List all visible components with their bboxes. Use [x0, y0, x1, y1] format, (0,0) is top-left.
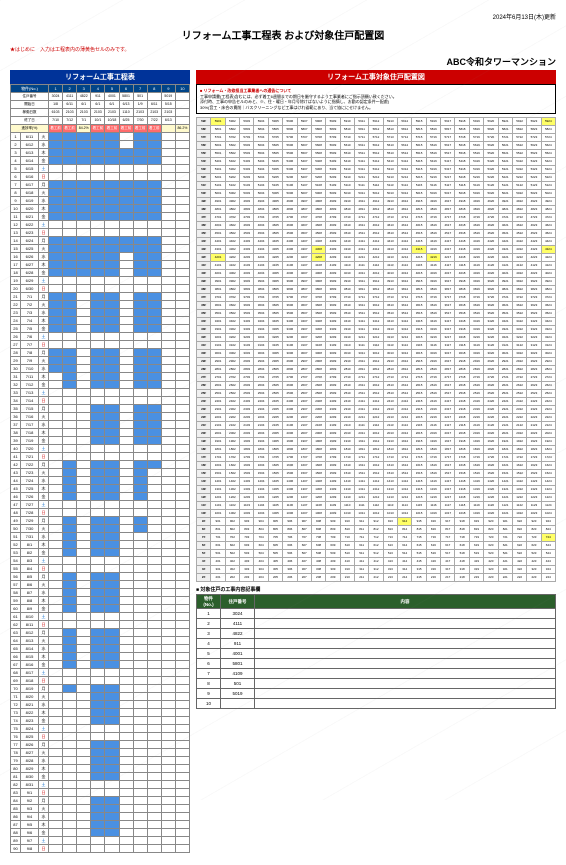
- building-name: ABC令和タワーマンション: [10, 55, 556, 68]
- input-note: ★はじめに 入力は工程表内の薄黄色セルのみです。: [10, 46, 556, 53]
- schedule-header: リフォーム工事工程表: [10, 70, 190, 84]
- layout-notes: ■ リフォーム・改修担当工事業者への通告について工事申請書(工程表)含むには、必…: [196, 84, 556, 114]
- schedule-table: 物件(No.)12345678910住戸番号302441114822911400…: [10, 84, 190, 853]
- memo-title: ■ 対象住戸の工事内容記事欄: [196, 586, 556, 593]
- update-date: 2024年6月13日(木)更新: [10, 12, 556, 21]
- unit-grid: 59F5901590259035904590559065907590859095…: [196, 117, 556, 582]
- memo-table: 物件(No.)住戸番号内容130242411134822491154001658…: [196, 594, 556, 709]
- page-title: リフォーム工事工程表 および対象住戸配置図: [10, 27, 556, 42]
- layout-header: リフォーム工事対象住戸配置図: [196, 70, 556, 84]
